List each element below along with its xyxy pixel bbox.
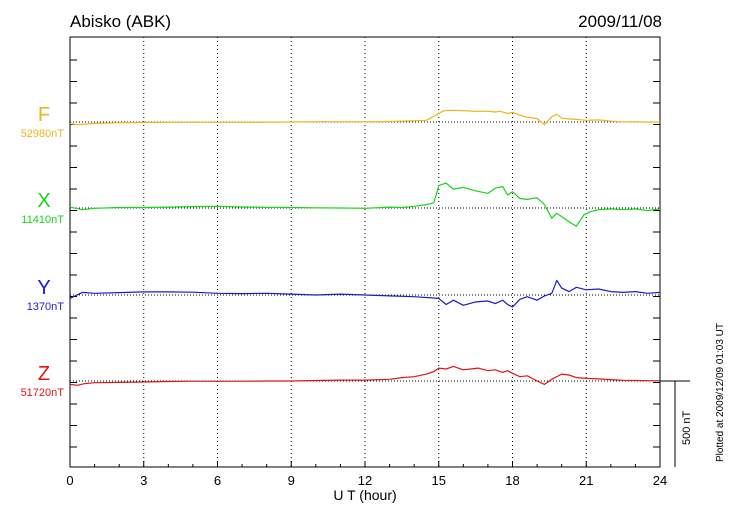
x-tick-label-3: 3 xyxy=(140,473,147,488)
x-axis-ticks: 0 3 6 9 12 15 18 21 24 xyxy=(66,461,667,488)
channel-label-F: F xyxy=(37,104,51,126)
plotted-timestamp: Plotted at 2009/12/09 01:03 UT xyxy=(715,323,726,462)
trace-F xyxy=(69,109,661,126)
time-gridlines xyxy=(143,37,587,467)
x-tick-label-18: 18 xyxy=(505,473,519,488)
channel-baseline-value-F: 52980nT xyxy=(20,128,64,140)
trace-X xyxy=(69,182,661,227)
station-title: Abisko (ABK) xyxy=(70,12,172,31)
x-tick-label-6: 6 xyxy=(214,473,221,488)
trace-Z xyxy=(69,365,661,386)
channel-traces xyxy=(69,109,661,386)
channel-baseline-value-Y: 1370nT xyxy=(26,301,64,313)
x-tick-label-15: 15 xyxy=(432,473,446,488)
scale-bar-label: 500 nT xyxy=(681,410,693,445)
left-right-minor-ticks xyxy=(70,59,660,448)
x-tick-label-24: 24 xyxy=(653,473,667,488)
channel-label-Z: Z xyxy=(37,363,51,385)
x-tick-label-12: 12 xyxy=(358,473,372,488)
date-title: 2009/11/08 xyxy=(578,12,662,31)
x-tick-label-9: 9 xyxy=(288,473,295,488)
trace-Y xyxy=(69,279,661,308)
channel-baseline-value-Z: 51720nT xyxy=(20,387,64,399)
channel-baselines xyxy=(70,121,660,382)
scale-bar xyxy=(660,380,690,467)
x-tick-label-21: 21 xyxy=(579,473,593,488)
x-axis-label: U T (hour) xyxy=(333,487,396,503)
channel-label-Y: Y xyxy=(37,277,51,299)
channel-baseline-value-X: 11410nT xyxy=(21,214,64,226)
channel-label-X: X xyxy=(37,190,51,212)
x-tick-label-0: 0 xyxy=(66,473,73,488)
